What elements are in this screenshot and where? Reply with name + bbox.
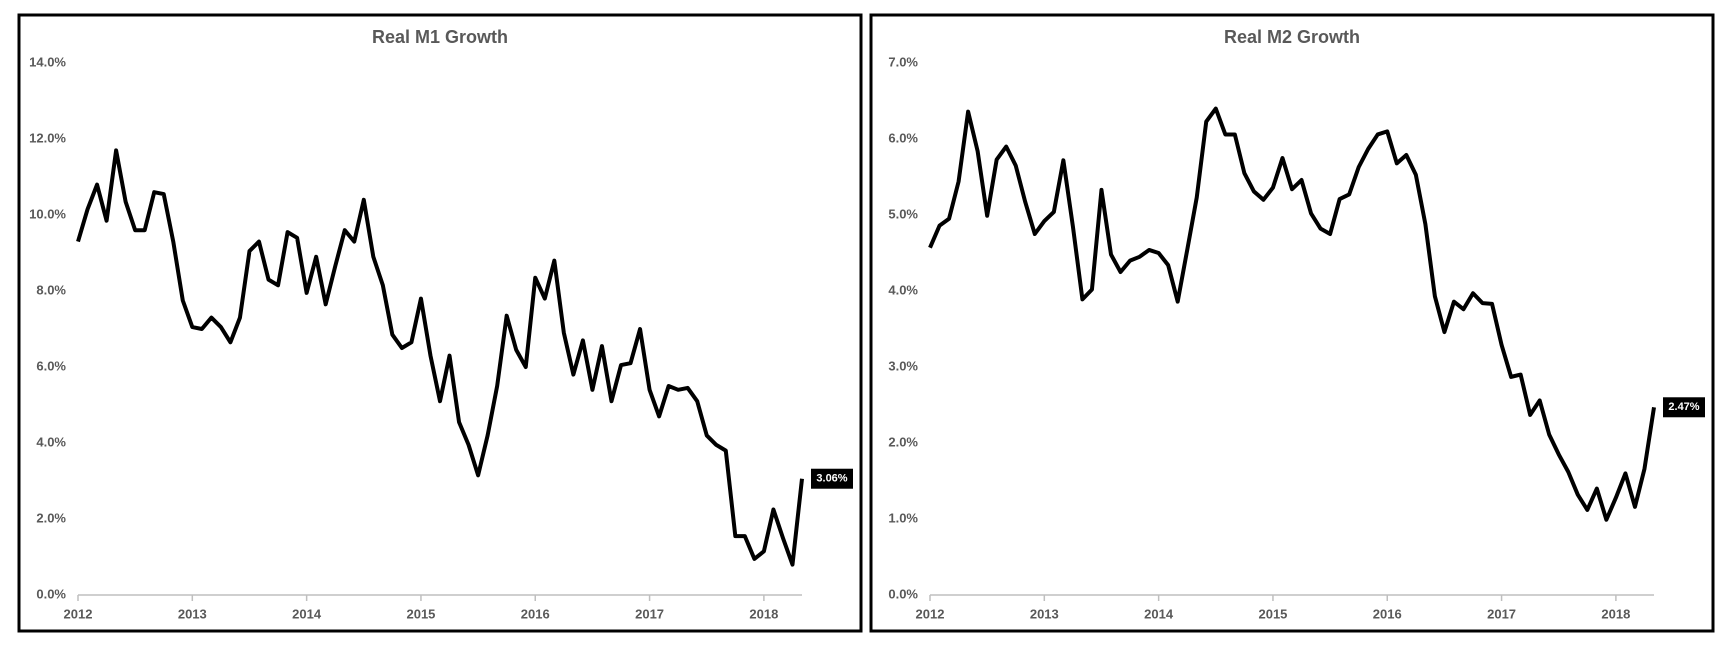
x-tick-label: 2013 [178,606,207,621]
y-tick-label: 2.0% [36,510,66,525]
x-tick-label: 2013 [1030,606,1059,621]
x-tick-label: 2016 [521,606,550,621]
y-tick-label: 12.0% [29,130,66,145]
y-tick-label: 6.0% [888,130,918,145]
value-label-bg [1663,397,1705,418]
y-tick-label: 10.0% [29,206,66,221]
chart-frame [17,13,863,633]
x-tick-label: 2012 [64,606,93,621]
x-tick-label: 2015 [1258,606,1287,621]
x-tick-label: 2017 [635,606,664,621]
value-label: 2.47% [1668,401,1699,413]
x-tick-label: 2014 [1144,606,1174,621]
y-tick-label: 4.0% [36,434,66,449]
value-label: 3.06% [816,473,847,485]
x-tick-label: 2014 [292,606,322,621]
x-tick-label: 2017 [1487,606,1516,621]
y-tick-label: 0.0% [888,586,918,601]
y-tick-label: 8.0% [36,282,66,297]
value-label-bg [811,468,853,489]
chart-title: Real M2 Growth [1224,27,1360,47]
series-line [928,106,1656,522]
y-tick-label: 0.0% [36,586,66,601]
x-tick-label: 2015 [406,606,435,621]
y-tick-label: 7.0% [888,54,918,69]
chart-frame [869,13,1715,633]
chart-title: Real M1 Growth [372,27,508,47]
x-tick-label: 2012 [916,606,945,621]
y-tick-label: 5.0% [888,206,918,221]
series-line [76,148,804,567]
y-tick-label: 4.0% [888,282,918,297]
x-tick-label: 2016 [1373,606,1402,621]
x-tick-label: 2018 [749,606,778,621]
y-tick-label: 1.0% [888,510,918,525]
y-tick-label: 2.0% [888,434,918,449]
x-tick-label: 2018 [1601,606,1630,621]
y-tick-label: 3.0% [888,358,918,373]
y-tick-label: 6.0% [36,358,66,373]
y-tick-label: 14.0% [29,54,66,69]
